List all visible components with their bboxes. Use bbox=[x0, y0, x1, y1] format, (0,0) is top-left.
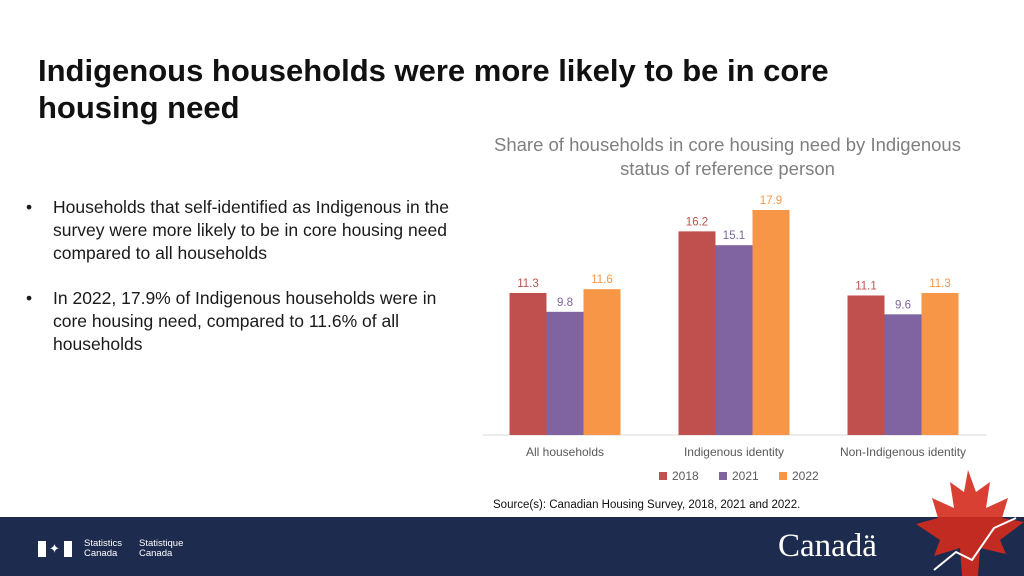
legend-label: 2018 bbox=[672, 469, 699, 483]
data-label: 11.3 bbox=[517, 278, 539, 290]
slide-title: Indigenous households were more likely t… bbox=[38, 53, 829, 125]
bar-2018 bbox=[847, 295, 885, 435]
data-label: 11.6 bbox=[591, 274, 613, 286]
data-label: 9.8 bbox=[557, 297, 573, 309]
data-label: 9.6 bbox=[895, 299, 911, 311]
bar-2022 bbox=[921, 292, 959, 435]
footer-bar bbox=[0, 517, 1024, 576]
bar-2022 bbox=[583, 289, 621, 435]
bullet-list: • Households that self-identified as Ind… bbox=[24, 196, 454, 378]
bar-2022 bbox=[752, 210, 790, 435]
data-label: 11.1 bbox=[855, 280, 877, 292]
bar-2018 bbox=[509, 292, 547, 435]
bullet-dot-icon: • bbox=[26, 197, 33, 217]
canada-flag-icon: ✦ bbox=[38, 541, 72, 557]
bar-2018 bbox=[678, 231, 716, 435]
bullet-text: In 2022, 17.9% of Indigenous households … bbox=[53, 288, 437, 354]
bar-2021 bbox=[884, 314, 922, 435]
agency-name-en: Statistics Canada bbox=[84, 538, 123, 559]
source-note: Source(s): Canadian Housing Survey, 2018… bbox=[493, 499, 801, 511]
bullet-item: • Households that self-identified as Ind… bbox=[24, 196, 454, 265]
category-label: All households bbox=[526, 445, 604, 459]
bullet-item: • In 2022, 17.9% of Indigenous household… bbox=[24, 287, 454, 356]
legend-label: 2022 bbox=[792, 469, 819, 483]
legend-swatch bbox=[719, 472, 727, 480]
data-label: 15.1 bbox=[723, 230, 745, 242]
data-label: 11.3 bbox=[929, 278, 951, 290]
legend-label: 2021 bbox=[732, 469, 759, 483]
legend-swatch bbox=[779, 472, 787, 480]
chart-title: Share of households in core housing need… bbox=[494, 134, 961, 179]
data-label: 17.9 bbox=[760, 195, 782, 207]
bullet-dot-icon: • bbox=[26, 288, 33, 308]
maple-leaf-icon bbox=[916, 470, 1024, 576]
category-label: Non-Indigenous identity bbox=[840, 445, 966, 459]
category-label: Indigenous identity bbox=[684, 445, 784, 459]
bar-2021 bbox=[715, 245, 753, 435]
data-label: 16.2 bbox=[686, 216, 708, 228]
bullet-text: Households that self-identified as Indig… bbox=[53, 197, 449, 263]
bar-chart: 11.3 9.8 11.6 All households 16.2 15.1 17.9 Ind… bbox=[483, 195, 987, 483]
canada-wordmark: Canadä bbox=[778, 528, 877, 564]
bar-2021 bbox=[546, 311, 584, 435]
agency-name-fr: Statistique Canada bbox=[139, 538, 184, 559]
legend-swatch bbox=[659, 472, 667, 480]
